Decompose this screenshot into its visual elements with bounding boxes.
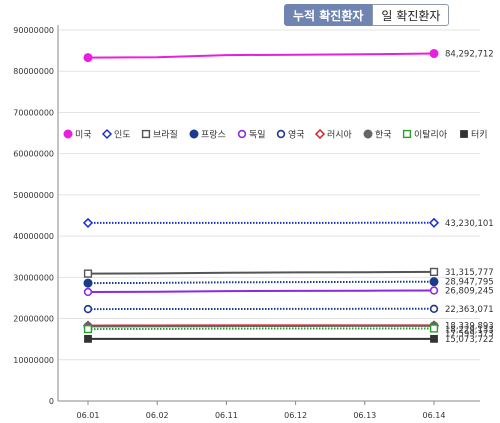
- series-line-5: [87, 289, 435, 293]
- legend-item-5[interactable]: 독일: [237, 129, 266, 141]
- legend-marker: [141, 129, 151, 139]
- gridlines: [58, 29, 480, 402]
- data-point-marker: [83, 278, 93, 288]
- legend-item-8[interactable]: 한국: [363, 129, 392, 141]
- legend-label: 이탈리아: [414, 130, 448, 141]
- y-tick-label: 90000000: [13, 26, 54, 35]
- end-value-label: 15,073,722: [445, 335, 494, 345]
- legend-label: 러시아: [327, 130, 353, 141]
- y-tick-label: 70000000: [13, 108, 54, 117]
- data-point-marker: [430, 334, 438, 343]
- legend-marker: [276, 129, 286, 139]
- legend-marker: [63, 129, 73, 139]
- tab-cumulative-cases[interactable]: 누적 확진환자: [284, 4, 373, 26]
- legend-marker: [402, 129, 412, 139]
- end-value-label: 22,363,071: [445, 305, 494, 315]
- y-tick-label: 50000000: [13, 191, 54, 200]
- series-lines: [82, 49, 440, 343]
- end-value-label: 26,809,245: [445, 286, 494, 296]
- data-point-marker: [429, 324, 439, 333]
- end-value-label: 28,947,795: [445, 278, 494, 288]
- y-tick-label: 40000000: [13, 232, 54, 241]
- data-point-marker: [83, 324, 93, 334]
- x-tick-label: 06.01: [77, 411, 100, 420]
- legend-label: 터키: [471, 130, 488, 141]
- data-point-marker: [428, 217, 440, 228]
- data-point-marker: [429, 277, 439, 287]
- x-tick-label: 06.02: [146, 411, 169, 420]
- legend-item-10[interactable]: 터키: [460, 130, 488, 141]
- y-tick-label: 80000000: [13, 67, 54, 76]
- data-point-marker: [82, 217, 94, 228]
- y-axis: 0 10000000 20000000 30000000 40000000 5000000…: [13, 25, 59, 406]
- legend-item-2[interactable]: 인도: [101, 128, 131, 141]
- legend-label: 인도: [114, 130, 131, 141]
- data-point-marker: [84, 334, 92, 343]
- x-axis: 06.01 06.02 06.11 06.12 06.13 06.14: [58, 400, 480, 420]
- legend-label: 한국: [375, 130, 392, 141]
- legend-item-3[interactable]: 브라질: [141, 129, 178, 141]
- end-value-label: 18,339,893: [445, 321, 494, 331]
- series-line-8: [87, 324, 434, 328]
- legend-label: 독일: [249, 130, 266, 141]
- legend-marker: [363, 129, 373, 139]
- end-value-label: 31,315,777: [445, 268, 494, 278]
- legend-marker: [314, 128, 326, 140]
- legend: 미국 인도 브라질 프랑스 독일 영국 러시아 한국 이탈리아 터키: [63, 128, 488, 141]
- data-point-marker: [429, 286, 439, 295]
- x-tick-label: 06.13: [353, 411, 376, 420]
- legend-item-6[interactable]: 영국: [276, 129, 305, 141]
- view-tabs: 누적 확진환자 일 확진환자: [284, 4, 450, 26]
- end-value-label: 43,230,101: [445, 219, 494, 229]
- tab-daily-cases[interactable]: 일 확진환자: [372, 4, 450, 26]
- series-line-4: [87, 280, 435, 285]
- y-tick-label: 20000000: [13, 315, 54, 324]
- y-tick-label: 30000000: [13, 273, 54, 282]
- x-tick-label: 06.14: [423, 411, 446, 420]
- end-value-labels: 84,292,712 43,230,101 31,315,77728,947,795…: [445, 50, 494, 345]
- data-point-marker: [83, 304, 93, 314]
- legend-label: 프랑스: [201, 129, 226, 141]
- series-line-1: [87, 52, 435, 59]
- legend-marker: [460, 130, 468, 138]
- y-tick-label: 60000000: [13, 150, 54, 159]
- legend-marker: [101, 128, 113, 140]
- data-point-marker: [83, 269, 93, 278]
- legend-item-7[interactable]: 러시아: [314, 128, 353, 141]
- series-line-3: [87, 270, 435, 275]
- legend-item-4[interactable]: 프랑스: [189, 129, 226, 141]
- y-tick-label: 0: [49, 397, 54, 406]
- legend-label: 브라질: [153, 129, 178, 141]
- end-value-label: 18,229,133: [445, 325, 494, 335]
- data-point-marker: [429, 49, 439, 59]
- data-point-marker: [83, 53, 93, 63]
- data-point-marker: [83, 287, 93, 297]
- legend-item-1[interactable]: 미국: [63, 129, 92, 141]
- legend-marker: [189, 129, 199, 139]
- data-point-marker: [429, 267, 439, 277]
- data-point-marker: [429, 304, 439, 314]
- end-value-label: 84,292,712: [445, 50, 494, 60]
- series-line-9: [87, 327, 434, 331]
- x-tick-label: 06.11: [215, 411, 238, 420]
- legend-label: 영국: [288, 130, 305, 141]
- end-value-label: 17,599,373: [445, 329, 494, 339]
- legend-item-9[interactable]: 이탈리아: [402, 129, 448, 141]
- x-tick-label: 06.12: [284, 411, 307, 420]
- y-tick-label: 10000000: [13, 356, 54, 365]
- legend-marker: [237, 129, 247, 139]
- legend-label: 미국: [75, 130, 92, 141]
